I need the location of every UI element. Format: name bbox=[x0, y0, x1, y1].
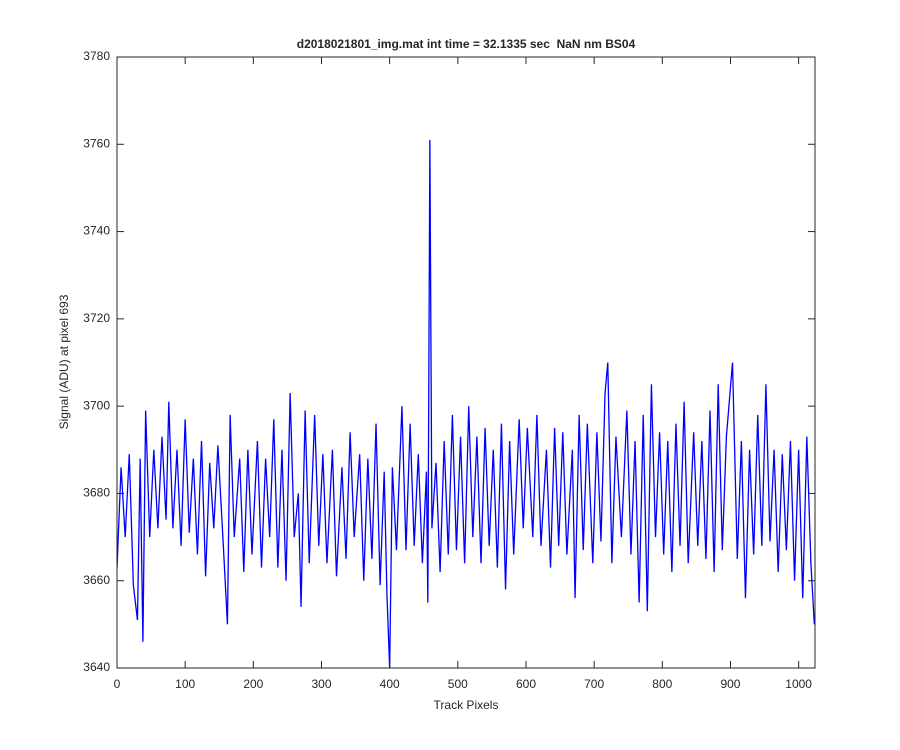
x-tick-label: 500 bbox=[448, 677, 468, 691]
y-tick-label: 3660 bbox=[83, 573, 110, 587]
x-tick-label: 100 bbox=[175, 677, 195, 691]
x-tick-label: 700 bbox=[584, 677, 604, 691]
x-tick-label: 600 bbox=[516, 677, 536, 691]
x-tick-label: 300 bbox=[311, 677, 331, 691]
y-tick-label: 3700 bbox=[83, 398, 110, 412]
x-tick-label: 900 bbox=[720, 677, 740, 691]
y-tick-label: 3640 bbox=[83, 660, 110, 674]
x-tick-label: 400 bbox=[380, 677, 400, 691]
y-tick-label: 3680 bbox=[83, 486, 110, 500]
y-tick-label: 3780 bbox=[83, 49, 110, 63]
y-axis-label: Signal (ADU) at pixel 693 bbox=[57, 294, 71, 429]
y-tick-label: 3740 bbox=[83, 224, 110, 238]
x-tick-label: 200 bbox=[243, 677, 263, 691]
plot-box bbox=[116, 56, 816, 669]
x-tick-label: 0 bbox=[114, 677, 121, 691]
y-tick-label: 3720 bbox=[83, 311, 110, 325]
x-tick-label: 1000 bbox=[785, 677, 812, 691]
data-line bbox=[117, 139, 815, 668]
x-axis-label: Track Pixels bbox=[434, 698, 499, 712]
y-tick-label: 3760 bbox=[83, 136, 110, 150]
x-tick-label: 800 bbox=[652, 677, 672, 691]
chart-title: d2018021801_img.mat int time = 32.1335 s… bbox=[297, 37, 636, 51]
